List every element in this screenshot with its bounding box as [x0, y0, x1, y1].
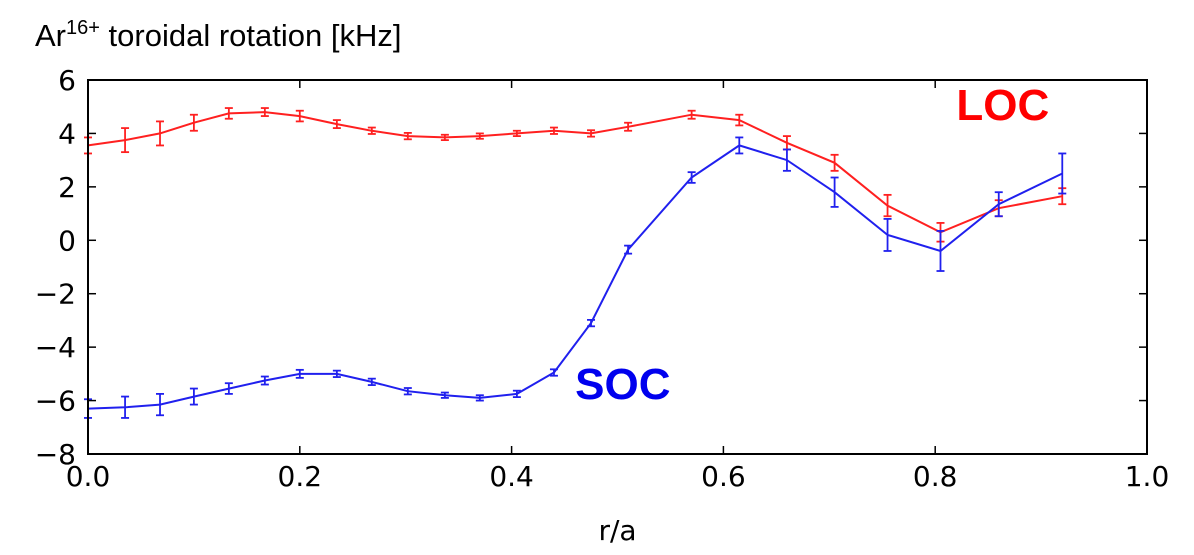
y-tick-label: 6: [58, 64, 76, 97]
y-tick-label: 0: [58, 224, 76, 257]
series-soc: SOC: [84, 136, 1067, 419]
series-loc: LOC: [84, 81, 1067, 243]
y-tick-label: 2: [58, 171, 76, 204]
x-tick-label: 0.8: [913, 460, 958, 493]
y-tick-label: −6: [35, 385, 76, 418]
x-tick-label: 0.4: [489, 460, 534, 493]
plot-area-frame: [87, 79, 1148, 455]
x-axis-label: r/a: [598, 514, 636, 547]
series-layer: LOC SOC: [84, 81, 1067, 419]
series-label-soc: SOC: [575, 360, 670, 409]
x-tick-label: 0.0: [66, 460, 111, 493]
y-tick-label: −8: [35, 438, 76, 471]
y-tick-label: −4: [35, 331, 76, 364]
x-tick-label: 0.2: [278, 460, 323, 493]
x-tick-label: 0.6: [701, 460, 746, 493]
y-tick-label: 4: [58, 117, 76, 150]
series-line: [87, 111, 1063, 234]
x-tick-label: 1.0: [1125, 460, 1170, 493]
chart-title: Ar16+ toroidal rotation [kHz]: [35, 17, 401, 53]
series-label-loc: LOC: [956, 81, 1049, 130]
series-line: [87, 144, 1063, 410]
axis-ticks: 0.0 0.2 0.4 0.6 0.8 1.0 −8 −6 −4 −2 0 2 4 6: [35, 64, 1170, 493]
y-tick-label: −2: [35, 278, 76, 311]
